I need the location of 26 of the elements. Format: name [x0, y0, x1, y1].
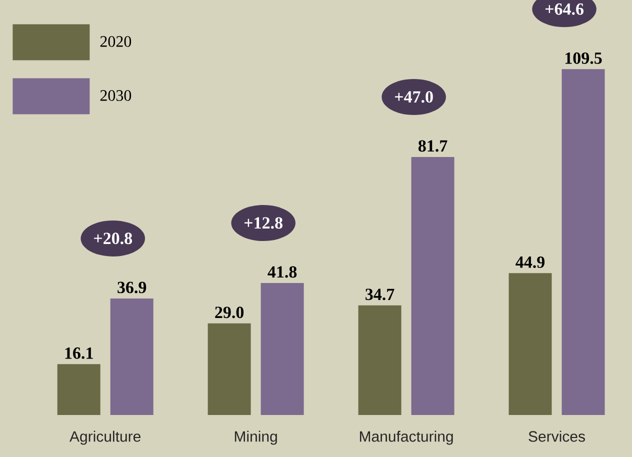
annotation: +20.8	[94, 232, 132, 244]
data-label: 34.7	[366, 288, 394, 300]
data-label: 109.5	[566, 52, 602, 64]
x-tick-label: Manufacturing	[360, 430, 453, 445]
bar	[260, 282, 304, 415]
data-label: 16.1	[65, 347, 93, 359]
text: +64.6	[545, 3, 584, 15]
legend-label: 2030	[100, 90, 132, 101]
bar	[562, 69, 605, 415]
bar	[411, 156, 454, 415]
x-tick-label: Agriculture	[70, 430, 141, 445]
bar	[57, 364, 100, 415]
annotation: +12.8	[244, 217, 282, 229]
data-label: 44.9	[516, 256, 545, 268]
x-tick-label: Mining	[234, 430, 277, 445]
bar	[110, 298, 154, 415]
annotation: +47.0	[394, 91, 433, 103]
x-tick-label: Services	[528, 430, 585, 442]
data-label: 36.9	[118, 282, 146, 294]
bar	[208, 323, 251, 415]
data-label: 81.7	[418, 140, 448, 152]
legend-label: 2020	[100, 36, 132, 47]
bar	[358, 305, 402, 415]
data-label: 29.0	[215, 306, 244, 318]
data-label: 41.8	[268, 266, 297, 278]
bar	[508, 273, 552, 415]
